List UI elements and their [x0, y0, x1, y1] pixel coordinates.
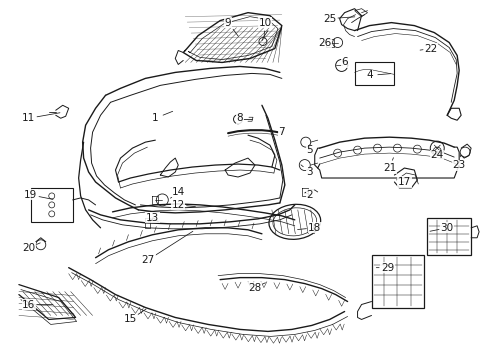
Text: 19: 19 [24, 190, 37, 200]
Text: 18: 18 [308, 223, 321, 233]
Text: 15: 15 [124, 314, 137, 324]
Text: 25: 25 [323, 14, 336, 24]
Text: 22: 22 [425, 44, 438, 54]
Text: 1: 1 [152, 113, 159, 123]
Text: 14: 14 [172, 187, 185, 197]
Text: 27: 27 [142, 255, 155, 265]
Text: 23: 23 [453, 160, 466, 170]
Text: 26: 26 [318, 37, 331, 48]
Text: 17: 17 [398, 177, 411, 187]
Text: 21: 21 [383, 163, 396, 173]
Text: 29: 29 [381, 263, 394, 273]
Text: 11: 11 [22, 113, 35, 123]
Text: 16: 16 [22, 300, 35, 310]
Text: 8: 8 [237, 113, 244, 123]
Text: 28: 28 [248, 283, 262, 293]
Text: 6: 6 [342, 58, 348, 67]
Text: 30: 30 [441, 223, 454, 233]
Text: 4: 4 [366, 71, 373, 80]
Text: 10: 10 [258, 18, 271, 28]
Text: 13: 13 [146, 213, 159, 223]
Text: 7: 7 [278, 127, 285, 137]
Text: 24: 24 [431, 150, 444, 160]
Text: 5: 5 [306, 145, 313, 155]
Text: 12: 12 [172, 200, 185, 210]
Text: 9: 9 [225, 18, 231, 28]
Text: 3: 3 [306, 167, 313, 177]
Text: 20: 20 [22, 243, 35, 253]
Text: 2: 2 [306, 190, 313, 200]
